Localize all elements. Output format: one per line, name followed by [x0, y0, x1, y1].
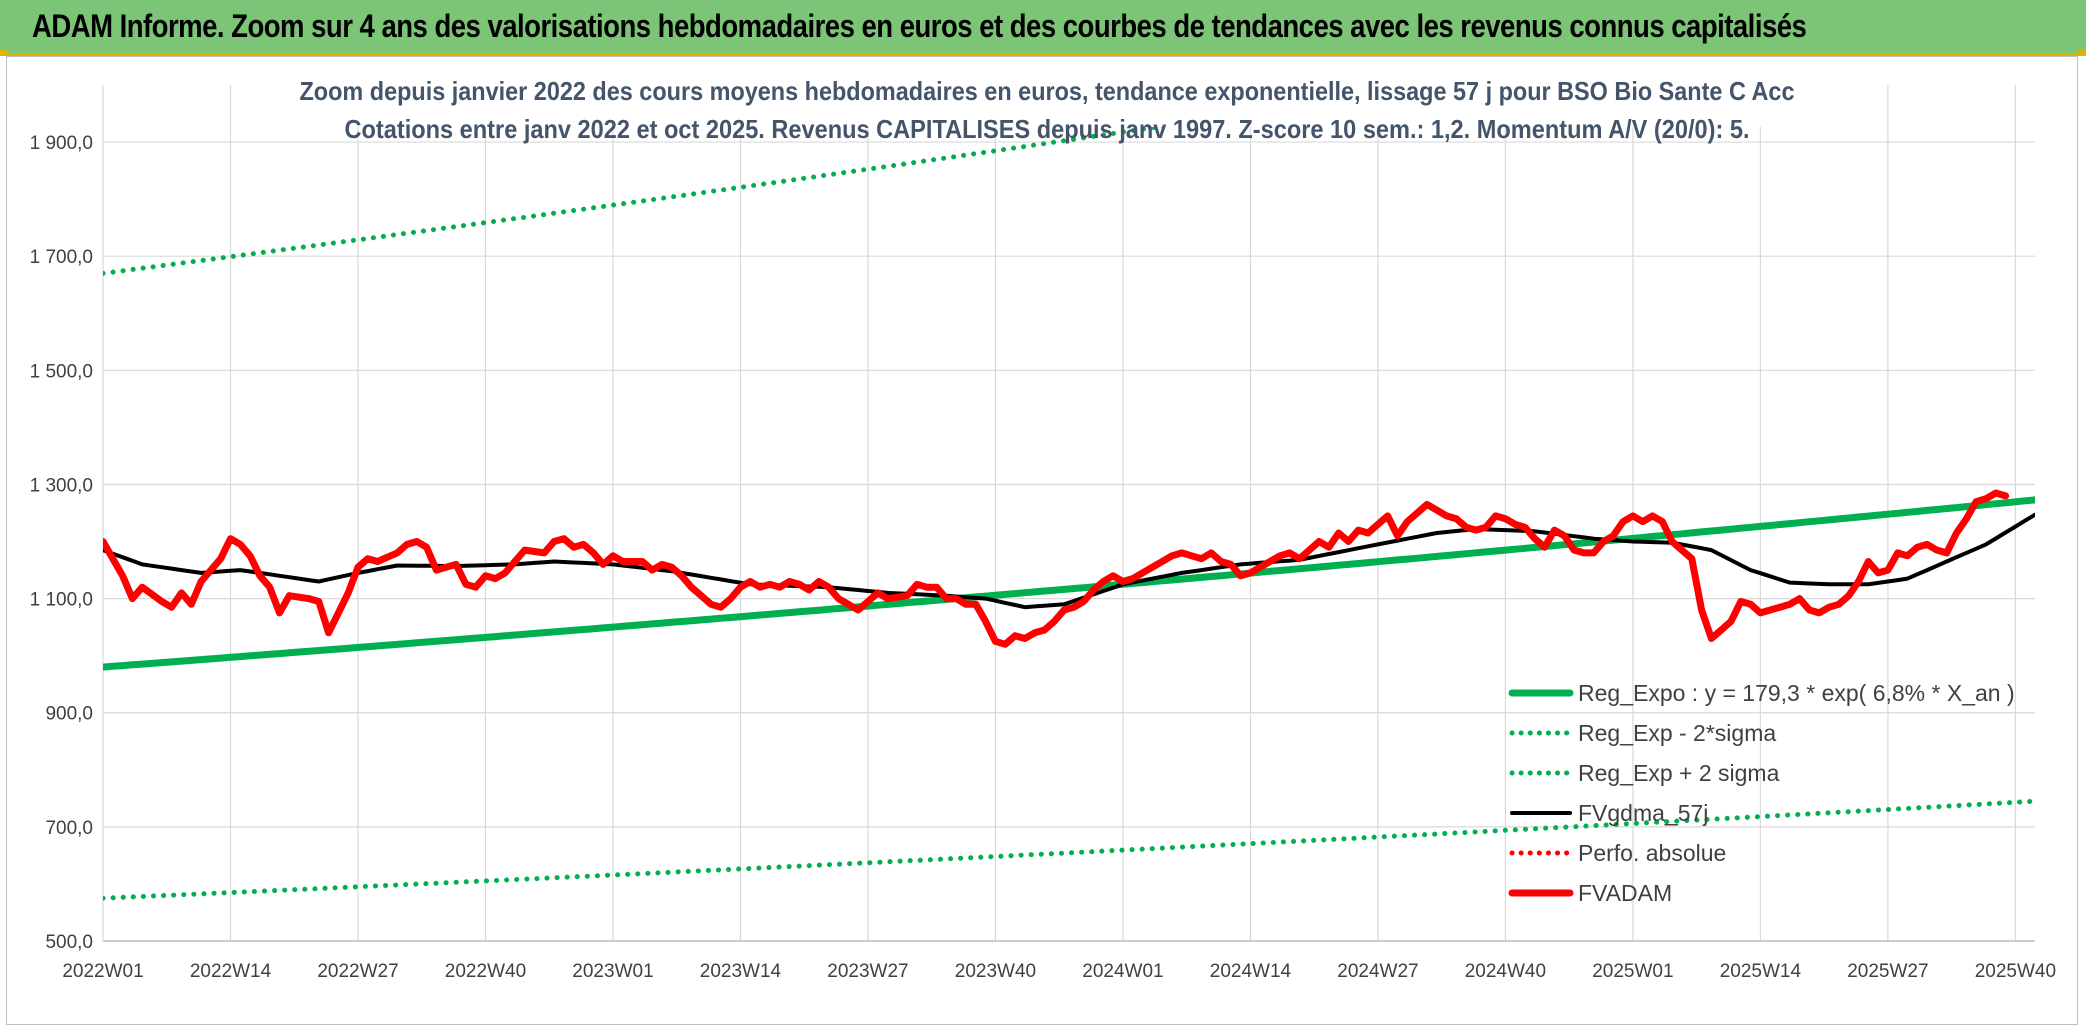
x-tick-label: 2024W14 [1210, 961, 1292, 982]
title-background [287, 63, 1807, 127]
series-line-2 [103, 85, 1450, 276]
axis-layer: 500,0 700,0 900,0 1 100,0 1 300,0 1 500,0 1 70… [30, 133, 2056, 982]
series-line-5 [103, 489, 2010, 648]
series-line-1 [103, 798, 2035, 901]
legend-label-3: FVgdma_57j [1578, 800, 1708, 826]
x-tick-label: 2025W01 [1592, 961, 1673, 982]
x-tick-label: 2022W14 [190, 961, 272, 982]
y-tick-label: 900,0 [45, 704, 93, 725]
corner-accent-left [0, 50, 8, 56]
legend-label-0: Reg_Expo : y = 179,3 * exp( 6,8% * X_an … [1578, 680, 2015, 706]
x-tick-label: 2025W14 [1720, 961, 1802, 982]
chart-area: 500,0 700,0 900,0 1 100,0 1 300,0 1 500,0 1 70… [6, 56, 2078, 1025]
x-tick-label: 2022W27 [317, 961, 398, 982]
chart-title: Zoom depuis janvier 2022 des cours moyen… [300, 76, 1795, 106]
legend: Reg_Expo : y = 179,3 * exp( 6,8% * X_an … [1508, 680, 2015, 906]
y-tick-label: 1 700,0 [30, 247, 93, 268]
series-layer [103, 85, 2035, 901]
corner-accent-right [2078, 50, 2086, 56]
legend-label-4: Perfo. absolue [1578, 840, 1726, 866]
x-tick-label: 2024W40 [1465, 961, 1546, 982]
chart-subtitle: Cotations entre janv 2022 et oct 2025. R… [345, 114, 1750, 144]
x-tick-label: 2025W27 [1847, 961, 1928, 982]
line-chart: 500,0 700,0 900,0 1 100,0 1 300,0 1 500,0 1 70… [30, 63, 2056, 982]
y-tick-label: 1 300,0 [30, 475, 93, 496]
series-line-3 [103, 512, 2035, 610]
x-tick-label: 2023W27 [827, 961, 908, 982]
y-tick-label: 1 900,0 [30, 133, 93, 154]
y-tick-label: 700,0 [45, 818, 93, 839]
title-layer: Zoom depuis janvier 2022 des cours moyen… [287, 63, 1807, 144]
x-tick-label: 2024W27 [1337, 961, 1418, 982]
x-tick-label: 2024W01 [1082, 961, 1163, 982]
x-tick-label: 2023W40 [955, 961, 1036, 982]
x-tick-label: 2023W01 [572, 961, 653, 982]
y-tick-label: 1 500,0 [30, 361, 93, 382]
series-line-0 [103, 496, 2035, 671]
legend-label-5: FVADAM [1578, 880, 1672, 906]
legend-label-1: Reg_Exp - 2*sigma [1578, 720, 1776, 746]
y-tick-label: 500,0 [45, 932, 93, 953]
x-tick-label: 2022W40 [445, 961, 526, 982]
header-banner: ADAM Informe. Zoom sur 4 ans des valoris… [0, 0, 2086, 56]
x-tick-label: 2022W01 [62, 961, 143, 982]
x-tick-label: 2025W40 [1975, 961, 2056, 982]
report-title: ADAM Informe. Zoom sur 4 ans des valoris… [32, 8, 1807, 44]
legend-label-2: Reg_Exp + 2 sigma [1578, 760, 1780, 786]
y-tick-label: 1 100,0 [30, 590, 93, 611]
grid-layer [102, 85, 2035, 942]
plot-area [103, 85, 2035, 901]
x-tick-label: 2023W14 [700, 961, 782, 982]
